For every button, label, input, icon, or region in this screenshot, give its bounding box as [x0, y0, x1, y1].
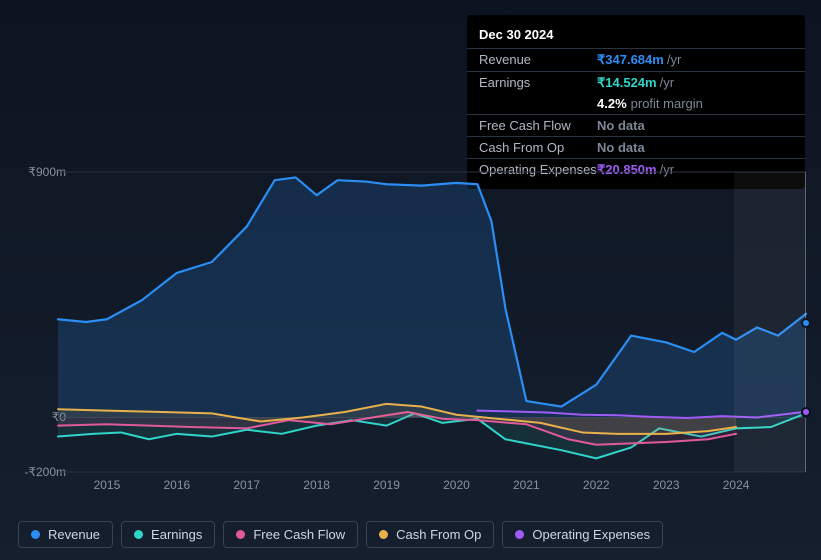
legend-label: Cash From Op	[396, 527, 481, 542]
legend-dot-icon	[515, 530, 524, 539]
legend-dot-icon	[31, 530, 40, 539]
legend-dot-icon	[236, 530, 245, 539]
x-axis-label: 2023	[653, 478, 680, 492]
tooltip-value: ₹347.684m	[597, 52, 664, 68]
plot-area[interactable]	[58, 172, 806, 472]
tooltip-value: No data	[597, 140, 645, 155]
legend-item-cfo[interactable]: Cash From Op	[366, 521, 494, 548]
tooltip-label: Cash From Op	[479, 140, 597, 155]
x-axis-label: 2024	[723, 478, 750, 492]
tooltip-row: Free Cash FlowNo data	[467, 114, 805, 136]
x-axis-label: 2015	[94, 478, 121, 492]
tooltip-profit-margin: 4.2%profit margin	[467, 94, 805, 114]
x-axis-label: 2017	[233, 478, 260, 492]
tooltip-row: Cash From OpNo data	[467, 136, 805, 158]
tooltip-suffix: /yr	[667, 52, 681, 67]
tooltip-label: Free Cash Flow	[479, 118, 597, 133]
hover-band	[734, 172, 806, 472]
tooltip-label: Earnings	[479, 75, 597, 90]
tooltip-value: ₹14.524m	[597, 75, 657, 91]
tooltip-value: No data	[597, 118, 645, 133]
x-axis-label: 2022	[583, 478, 610, 492]
x-axis-label: 2016	[163, 478, 190, 492]
tooltip-label: Revenue	[479, 52, 597, 67]
financials-chart: ₹900m₹0-₹200m 20152016201720182019202020…	[16, 160, 806, 500]
legend-dot-icon	[379, 530, 388, 539]
x-axis-label: 2019	[373, 478, 400, 492]
legend-label: Operating Expenses	[532, 527, 650, 542]
series-marker	[801, 318, 811, 328]
x-axis-label: 2018	[303, 478, 330, 492]
chart-legend: Revenue Earnings Free Cash Flow Cash From O…	[18, 521, 663, 548]
legend-item-fcf[interactable]: Free Cash Flow	[223, 521, 358, 548]
legend-label: Revenue	[48, 527, 100, 542]
x-axis-label: 2020	[443, 478, 470, 492]
legend-dot-icon	[134, 530, 143, 539]
legend-item-earnings[interactable]: Earnings	[121, 521, 215, 548]
legend-label: Earnings	[151, 527, 202, 542]
legend-label: Free Cash Flow	[253, 527, 345, 542]
x-axis-label: 2021	[513, 478, 540, 492]
legend-item-revenue[interactable]: Revenue	[18, 521, 113, 548]
series-marker	[801, 407, 811, 417]
tooltip-date: Dec 30 2024	[467, 23, 805, 48]
x-axis-labels: 2015 2016 2017 2018 2019 2020 2021 2022 2023 2024	[58, 478, 806, 498]
tooltip-row: Revenue₹347.684m/yr	[467, 48, 805, 71]
tooltip-suffix: /yr	[660, 75, 674, 90]
legend-item-opex[interactable]: Operating Expenses	[502, 521, 663, 548]
tooltip-row: Earnings₹14.524m/yr	[467, 71, 805, 94]
